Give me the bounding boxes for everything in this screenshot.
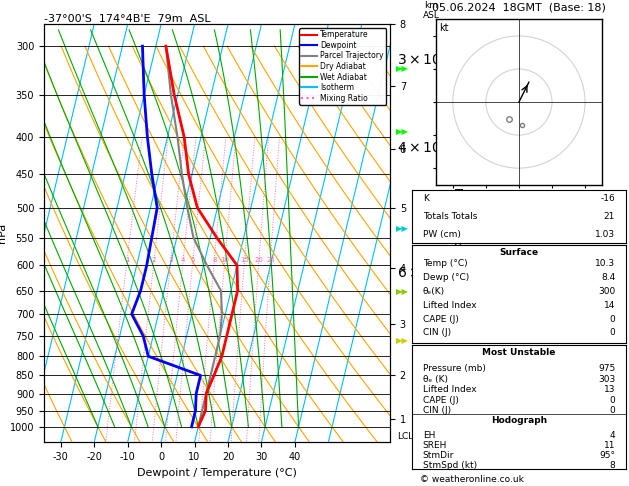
Text: 14: 14 bbox=[604, 301, 615, 310]
Text: ▶▶: ▶▶ bbox=[396, 336, 409, 345]
Text: PW (cm): PW (cm) bbox=[423, 229, 460, 239]
Text: 20: 20 bbox=[255, 257, 264, 263]
Text: 4: 4 bbox=[610, 431, 615, 440]
Text: Hodograph: Hodograph bbox=[491, 416, 547, 425]
Text: 11: 11 bbox=[604, 441, 615, 450]
Text: Most Unstable: Most Unstable bbox=[482, 347, 555, 357]
Text: ▶▶: ▶▶ bbox=[396, 64, 409, 72]
Text: CAPE (J): CAPE (J) bbox=[423, 396, 459, 404]
Text: Dewp (°C): Dewp (°C) bbox=[423, 273, 469, 282]
X-axis label: Dewpoint / Temperature (°C): Dewpoint / Temperature (°C) bbox=[137, 468, 297, 478]
Text: SREH: SREH bbox=[423, 441, 447, 450]
Text: CAPE (J): CAPE (J) bbox=[423, 314, 459, 324]
Text: 25: 25 bbox=[266, 257, 275, 263]
Text: 10: 10 bbox=[220, 257, 230, 263]
Text: 8: 8 bbox=[610, 461, 615, 470]
Y-axis label: hPa: hPa bbox=[0, 223, 7, 243]
Text: 0: 0 bbox=[610, 314, 615, 324]
Text: 21: 21 bbox=[604, 212, 615, 221]
Text: 05.06.2024  18GMT  (Base: 18): 05.06.2024 18GMT (Base: 18) bbox=[432, 2, 606, 12]
Text: 303: 303 bbox=[598, 375, 615, 384]
Text: -37°00'S  174°4B'E  79m  ASL: -37°00'S 174°4B'E 79m ASL bbox=[44, 14, 211, 23]
Text: 8.4: 8.4 bbox=[601, 273, 615, 282]
Text: 300: 300 bbox=[598, 287, 615, 296]
Text: 0: 0 bbox=[610, 329, 615, 337]
Text: Pressure (mb): Pressure (mb) bbox=[423, 364, 486, 373]
Text: 95°: 95° bbox=[599, 451, 615, 460]
Text: CIN (J): CIN (J) bbox=[423, 329, 451, 337]
Text: θₑ(K): θₑ(K) bbox=[423, 287, 445, 296]
Text: 1.03: 1.03 bbox=[595, 229, 615, 239]
Y-axis label: Mixing Ratio (g/kg): Mixing Ratio (g/kg) bbox=[452, 187, 462, 279]
Text: 0: 0 bbox=[610, 406, 615, 415]
Text: 10.3: 10.3 bbox=[595, 260, 615, 268]
Text: Lifted Index: Lifted Index bbox=[423, 301, 476, 310]
Text: 1: 1 bbox=[125, 257, 130, 263]
Text: 4: 4 bbox=[181, 257, 186, 263]
Text: 8: 8 bbox=[212, 257, 216, 263]
Text: StmSpd (kt): StmSpd (kt) bbox=[423, 461, 477, 470]
Text: kt: kt bbox=[440, 23, 449, 33]
Text: θₑ (K): θₑ (K) bbox=[423, 375, 448, 384]
Legend: Temperature, Dewpoint, Parcel Trajectory, Dry Adiabat, Wet Adiabat, Isotherm, Mi: Temperature, Dewpoint, Parcel Trajectory… bbox=[299, 28, 386, 105]
Text: Totals Totals: Totals Totals bbox=[423, 212, 477, 221]
Text: EH: EH bbox=[423, 431, 435, 440]
Text: 2: 2 bbox=[152, 257, 157, 263]
Text: Temp (°C): Temp (°C) bbox=[423, 260, 467, 268]
Text: 5: 5 bbox=[191, 257, 195, 263]
Text: © weatheronline.co.uk: © weatheronline.co.uk bbox=[420, 474, 524, 484]
Text: 15: 15 bbox=[240, 257, 249, 263]
Text: LCL: LCL bbox=[397, 432, 413, 441]
Text: 0: 0 bbox=[610, 396, 615, 404]
Text: ▶▶: ▶▶ bbox=[396, 127, 409, 136]
Text: CIN (J): CIN (J) bbox=[423, 406, 451, 415]
Text: 13: 13 bbox=[604, 385, 615, 394]
Text: StmDir: StmDir bbox=[423, 451, 454, 460]
Text: 3: 3 bbox=[169, 257, 173, 263]
Text: Surface: Surface bbox=[499, 248, 538, 258]
Text: ▶▶: ▶▶ bbox=[396, 224, 409, 233]
Text: -16: -16 bbox=[601, 194, 615, 203]
Text: 975: 975 bbox=[598, 364, 615, 373]
Text: ▶▶: ▶▶ bbox=[396, 287, 409, 296]
Text: K: K bbox=[423, 194, 428, 203]
Text: km
ASL: km ASL bbox=[423, 0, 440, 20]
Text: Lifted Index: Lifted Index bbox=[423, 385, 476, 394]
